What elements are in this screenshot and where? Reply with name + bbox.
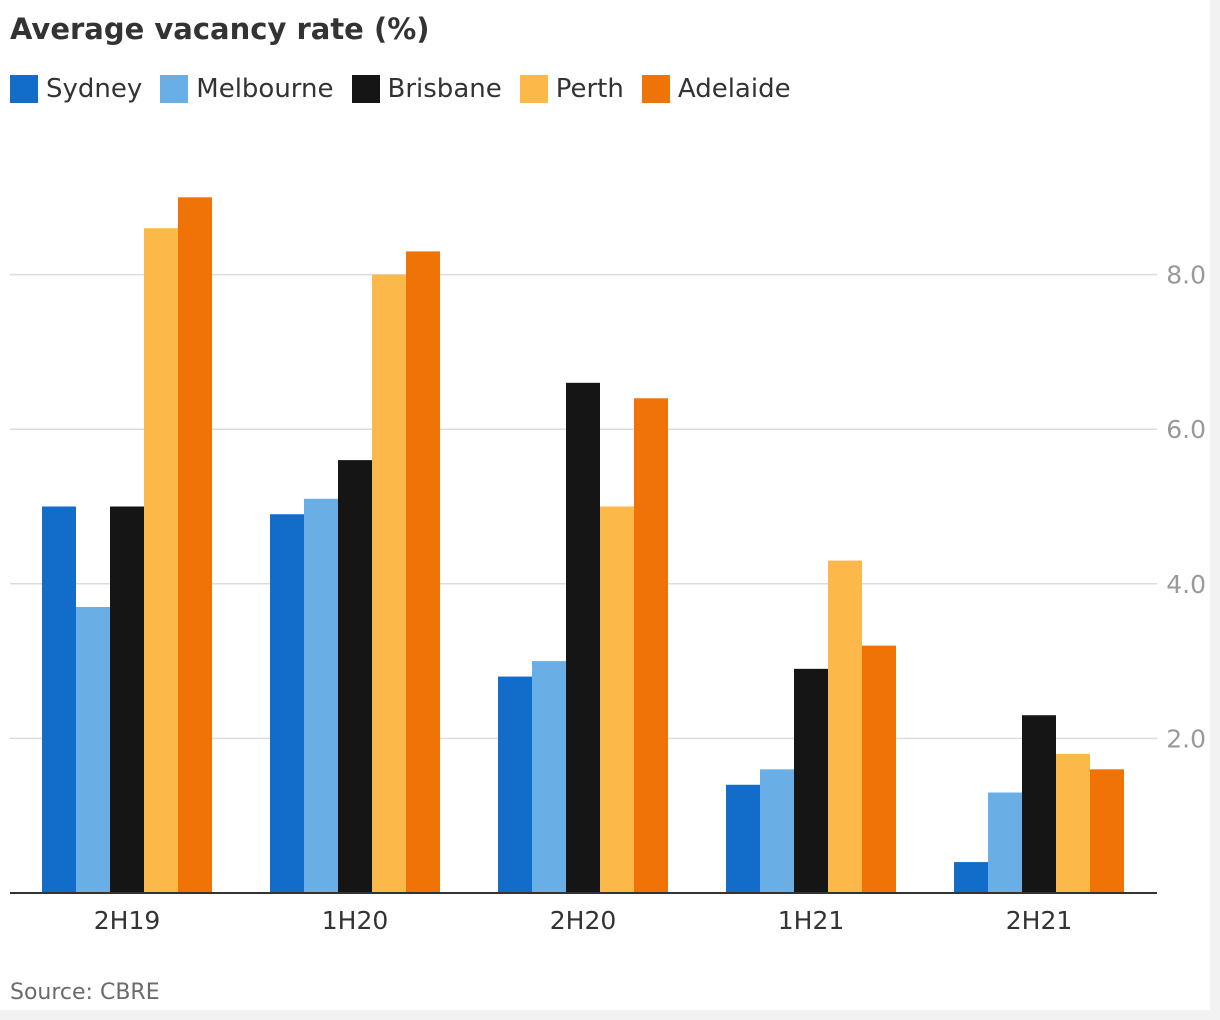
x-tick-label-2h20: 2H20 — [550, 906, 617, 935]
legend-swatch-sydney — [10, 75, 38, 103]
legend-swatch-perth — [519, 75, 548, 103]
x-tick-label-1h21: 1H21 — [778, 906, 845, 935]
legend-item-adelaide: Adelaide — [641, 74, 791, 104]
bar-sydney-1h20 — [270, 514, 304, 893]
bar-sydney-2h21 — [954, 862, 988, 893]
bar-adelaide-2h20 — [634, 398, 668, 893]
y-tick-label-4-0: 4.0 — [1166, 570, 1206, 599]
legend-item-perth: Perth — [519, 74, 624, 104]
bar-melbourne-2h20 — [532, 661, 566, 893]
x-tick-label-1h20: 1H20 — [322, 906, 389, 935]
y-tick-label-6-0: 6.0 — [1166, 415, 1206, 444]
bar-perth-1h20 — [372, 274, 406, 894]
bar-perth-2h19 — [144, 228, 178, 894]
chart-legend: Sydney Melbourne Brisbane Perth Adelaide — [10, 74, 809, 104]
bar-melbourne-2h21 — [988, 792, 1022, 893]
source-note: Source: CBRE — [10, 980, 160, 1005]
bar-adelaide-2h19 — [178, 197, 212, 894]
y-tick-label-8-0: 8.0 — [1166, 261, 1206, 290]
bar-brisbane-2h20 — [566, 382, 600, 893]
bar-sydney-2h19 — [42, 506, 76, 893]
bar-sydney-2h20 — [498, 676, 532, 893]
bar-brisbane-2h19 — [110, 506, 144, 893]
chart-title: Average vacancy rate (%) — [10, 12, 430, 46]
bar-perth-1h21 — [828, 560, 862, 893]
bar-melbourne-1h21 — [760, 769, 794, 893]
legend-label-perth: Perth — [555, 74, 624, 104]
x-tick-label-2h21: 2H21 — [1006, 906, 1073, 935]
y-tick-label-2-0: 2.0 — [1166, 724, 1206, 753]
bar-adelaide-1h21 — [862, 645, 896, 893]
bar-brisbane-1h20 — [338, 460, 372, 893]
bar-perth-2h20 — [600, 506, 634, 893]
bar-adelaide-2h21 — [1090, 769, 1124, 893]
bar-brisbane-2h21 — [1022, 715, 1056, 893]
legend-swatch-adelaide — [641, 75, 670, 103]
legend-item-sydney: Sydney — [10, 74, 142, 104]
legend-swatch-melbourne — [160, 75, 189, 103]
legend-label-adelaide: Adelaide — [677, 74, 791, 104]
bar-brisbane-1h21 — [794, 668, 828, 893]
x-tick-label-2h19: 2H19 — [94, 906, 161, 935]
bar-adelaide-1h20 — [406, 251, 440, 893]
legend-label-brisbane: Brisbane — [387, 74, 502, 104]
bar-perth-2h21 — [1056, 753, 1090, 893]
bar-melbourne-1h20 — [304, 498, 338, 893]
legend-label-sydney: Sydney — [46, 74, 143, 104]
bar-melbourne-2h19 — [76, 606, 110, 893]
legend-label-melbourne: Melbourne — [196, 74, 334, 104]
legend-swatch-brisbane — [351, 75, 380, 103]
bar-sydney-1h21 — [726, 784, 760, 893]
legend-item-brisbane: Brisbane — [351, 74, 502, 104]
legend-item-melbourne: Melbourne — [160, 74, 334, 104]
